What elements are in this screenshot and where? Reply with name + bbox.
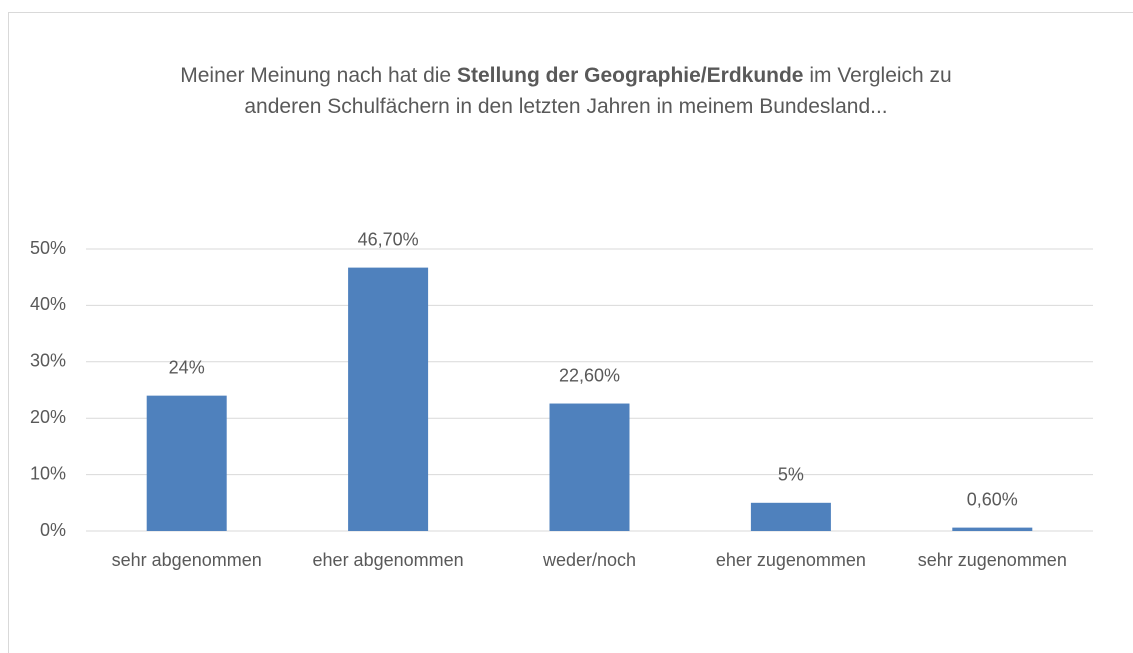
y-tick-label: 10% [30,463,66,483]
x-tick-label: eher zugenommen [716,550,866,570]
title-text: im Vergleich zu anderen Schulfächern in … [244,64,952,118]
data-label: 24% [169,357,205,377]
y-tick-label: 30% [30,351,66,371]
x-tick-label: eher abgenommen [313,550,464,570]
y-tick-label: 50% [30,238,66,258]
data-label: 22,60% [559,365,620,385]
title-bold: Stellung der Geographie/Erdkunde [456,64,804,87]
y-tick-label: 40% [30,294,66,314]
bar [549,403,630,531]
bar [146,395,227,531]
data-label: 5% [778,465,804,485]
x-tick-label: sehr abgenommen [112,550,262,570]
y-tick-label: 0% [40,520,66,540]
y-tick-label: 20% [30,407,66,427]
chart-border [8,12,1133,653]
x-tick-label: weder/noch [542,550,636,570]
bar [952,527,1033,531]
data-label: 0,60% [967,489,1018,509]
chart-title: Meiner Meinung nach hat die Stellung der… [166,60,966,122]
x-tick-label: sehr zugenommen [918,550,1067,570]
bar [348,267,429,531]
data-label: 46,70% [358,229,419,249]
title-text: Meiner Meinung nach hat die [180,64,452,87]
bar [750,502,831,531]
